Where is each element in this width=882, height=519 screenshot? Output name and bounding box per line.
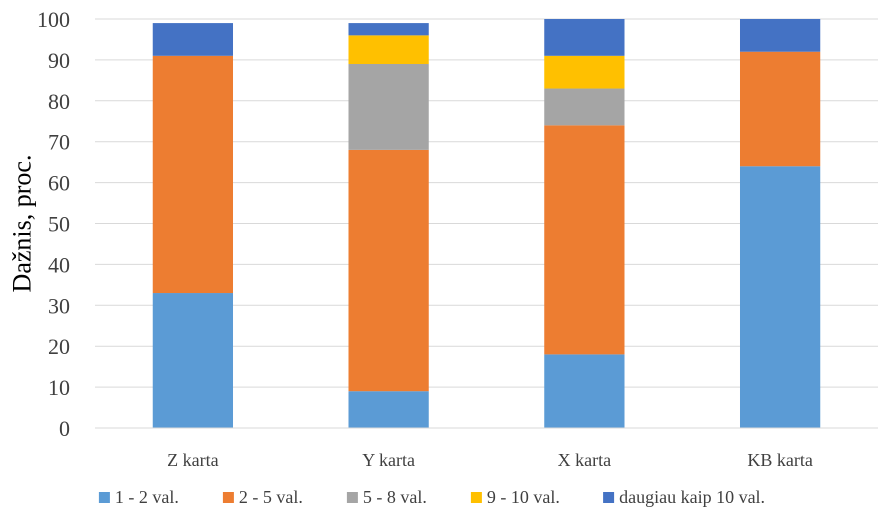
x-tick-label: Z karta [167, 450, 218, 470]
legend-label: 5 - 8 val. [363, 487, 427, 507]
legend: 1 - 2 val. 2 - 5 val. 5 - 8 val. 9 - 10 val… [98, 487, 765, 507]
x-tick-label: X karta [558, 450, 611, 470]
x-axis-ticks: Z karta Y karta X karta KB karta [167, 450, 813, 470]
bar-segment [152, 55, 234, 294]
y-tick-label: 90 [48, 48, 70, 73]
legend-swatch [98, 492, 110, 503]
bar-segment [544, 19, 625, 56]
y-tick-label: 40 [48, 252, 70, 277]
bar-segment [544, 88, 625, 126]
legend-label: 2 - 5 val. [239, 487, 303, 507]
bar-segment [544, 55, 625, 89]
bar-segment [544, 125, 625, 355]
y-axis-ticks: 0 10 20 30 40 50 60 70 80 90 100 [37, 7, 70, 441]
legend-swatch [603, 492, 615, 503]
bar-segment [739, 166, 821, 429]
bar-segment [739, 51, 821, 167]
y-tick-label: 50 [48, 212, 70, 237]
y-tick-label: 20 [48, 334, 70, 359]
bar-segment [348, 35, 429, 64]
bar-segment [348, 149, 429, 392]
bar-segment [152, 23, 234, 56]
y-tick-label: 10 [48, 375, 70, 400]
bar-segment [152, 293, 234, 428]
x-tick-label: Y karta [362, 450, 415, 470]
bar-segment [348, 63, 429, 150]
y-tick-label: 100 [37, 7, 70, 32]
legend-label: daugiau kaip 10 val. [619, 487, 765, 507]
bar-segment [348, 391, 429, 428]
bar-segment [739, 19, 821, 52]
legend-swatch [222, 492, 234, 503]
bars [152, 19, 821, 429]
y-tick-label: 70 [48, 130, 70, 155]
y-axis-label: Dažnis, proc. [8, 155, 37, 293]
y-tick-label: 0 [59, 416, 70, 441]
legend-label: 1 - 2 val. [115, 487, 179, 507]
y-tick-label: 80 [48, 89, 70, 114]
bar-segment [544, 354, 625, 428]
legend-label: 9 - 10 val. [487, 487, 560, 507]
bar-segment [348, 23, 429, 36]
y-tick-label: 60 [48, 171, 70, 196]
y-tick-label: 30 [48, 293, 70, 318]
legend-swatch [470, 492, 482, 503]
legend-swatch [346, 492, 358, 503]
x-tick-label: KB karta [747, 450, 812, 470]
